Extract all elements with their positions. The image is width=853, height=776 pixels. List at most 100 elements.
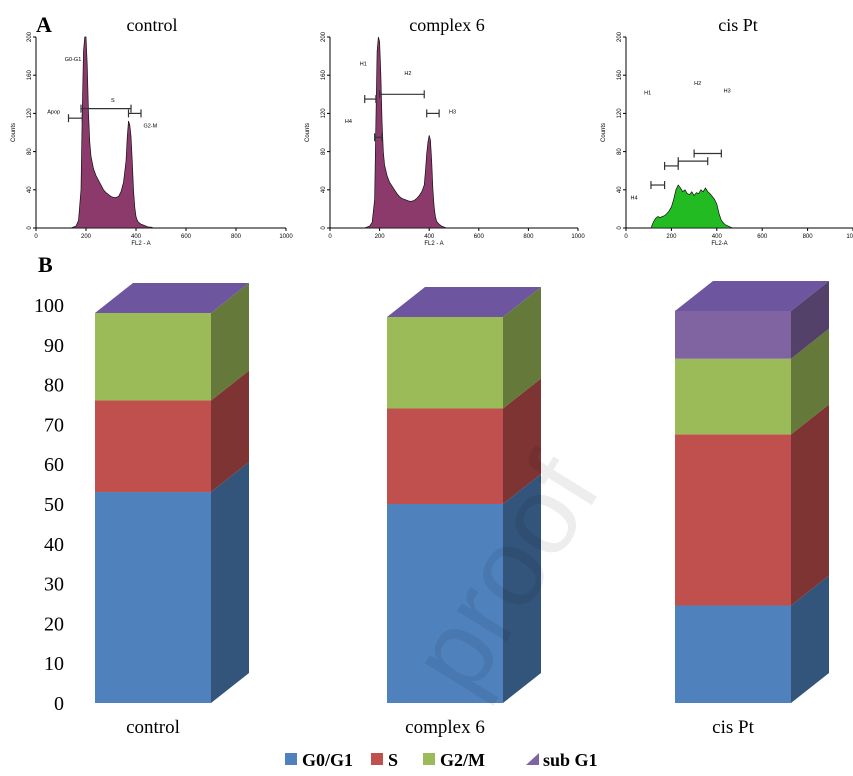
gate-label: S: [111, 98, 115, 104]
legend-label: G0/G1: [302, 750, 353, 770]
stacked-bar-3: cis Pt: [675, 280, 829, 738]
y-tick-label: 0: [321, 226, 327, 230]
y-tick-label: 160: [27, 70, 33, 81]
x-tick-label: 800: [803, 234, 814, 240]
legend: G0/G1 S G2/M sub G1: [285, 750, 598, 770]
y-tick-label: 80: [44, 375, 64, 397]
histogram-3: cis Pt 0 200 400 600 800 1000 0 40 80 120 160 200 FL2…: [601, 15, 853, 247]
x-tick-label: 1000: [571, 234, 585, 240]
x-tick-label: 1000: [846, 234, 853, 240]
x-tick-label: 600: [474, 234, 485, 240]
y-tick-label: 80: [27, 148, 33, 155]
stacked-bar-2: complex 6: [387, 286, 541, 738]
category-label: control: [126, 717, 180, 738]
y-tick-label: 120: [27, 108, 33, 119]
x-axis-label: FL2-A: [711, 241, 727, 247]
gate-label: G2-M: [144, 124, 158, 130]
gate-label: Apop: [47, 109, 60, 115]
x-tick-label: 1000: [279, 234, 293, 240]
histogram-title: cis Pt: [718, 15, 758, 35]
histogram-area: [364, 36, 447, 229]
x-tick-label: 400: [131, 234, 142, 240]
y-tick-label: 40: [617, 186, 623, 193]
x-tick-label: 200: [375, 234, 386, 240]
y-tick-label: 200: [27, 31, 33, 42]
x-tick-label: 0: [328, 234, 332, 240]
legend-swatch: [526, 753, 539, 765]
y-tick-label: 160: [617, 70, 623, 81]
y-tick-label: 200: [321, 31, 327, 42]
x-tick-label: 0: [624, 234, 628, 240]
gate-label: H1: [360, 62, 367, 68]
y-tick-label: 120: [321, 108, 327, 119]
y-axis-label: Counts: [305, 123, 311, 142]
bar-segment-side: [791, 575, 829, 703]
y-tick-label: 30: [44, 574, 64, 596]
histogram-title: complex 6: [409, 15, 484, 35]
gate-label: H3: [449, 109, 456, 115]
histogram-area: [650, 184, 733, 229]
y-tick-label: 90: [44, 335, 64, 357]
x-tick-label: 0: [34, 234, 38, 240]
y-tick-label: 80: [617, 148, 623, 155]
legend-swatch: [285, 753, 297, 765]
gate-label: H4: [345, 119, 352, 125]
y-tick-label: 80: [321, 148, 327, 155]
bar-segment-g0-g1: [95, 492, 211, 703]
bar-segment-side: [211, 370, 249, 493]
y-tick-label: 50: [44, 494, 64, 516]
bar-segment-s: [675, 434, 791, 606]
bar-segment-s: [387, 408, 503, 504]
bar-top-face: [675, 280, 829, 311]
histogram-area: [70, 36, 154, 229]
y-tick-label: 70: [44, 414, 64, 436]
bar-top-face: [387, 286, 541, 317]
bar-segment-side: [791, 328, 829, 435]
bar-segment-g0-g1: [387, 504, 503, 703]
y-tick-label: 0: [617, 226, 623, 230]
x-tick-label: 200: [666, 234, 677, 240]
bar-segment-g2-m: [95, 312, 211, 401]
legend-swatch: [371, 753, 383, 765]
x-axis-label: FL2 - A: [424, 241, 443, 247]
y-tick-label: 200: [617, 31, 623, 42]
bar-segment-side: [503, 286, 541, 409]
legend-label: G2/M: [440, 750, 485, 770]
x-tick-label: 600: [181, 234, 192, 240]
bar-segment-g2-m: [387, 316, 503, 409]
bar-segment-g2-m: [675, 358, 791, 435]
panel-b-bar-chart: B 0 10 20 30 40 50 60 70 80 90 100 control complex 6 c…: [34, 252, 829, 738]
panel-label-b: B: [38, 252, 53, 277]
y-tick-label: 40: [321, 186, 327, 193]
bar-segment-sub-g1: [675, 310, 791, 359]
y-tick-label: 40: [27, 186, 33, 193]
bar-segment-side: [211, 282, 249, 401]
histogram-title: control: [127, 15, 178, 35]
gate-label: H2: [404, 71, 411, 77]
x-tick-label: 200: [81, 234, 92, 240]
y-axis-label: Counts: [11, 123, 17, 142]
x-tick-label: 800: [523, 234, 534, 240]
category-label: cis Pt: [712, 717, 754, 738]
x-axis-label: FL2 - A: [131, 241, 150, 247]
bar-segment-side: [791, 280, 829, 359]
gate-label: H1: [644, 90, 651, 96]
bar-top-face: [95, 282, 249, 313]
bar-segment-side: [211, 462, 249, 703]
y-axis-label: Counts: [601, 123, 607, 142]
stacked-bar-1: control: [95, 282, 249, 738]
legend-label: sub G1: [543, 750, 598, 770]
x-tick-label: 400: [424, 234, 435, 240]
gate-label: G0-G1: [65, 57, 82, 63]
bar-segment-side: [791, 404, 829, 606]
legend-swatch: [423, 753, 435, 765]
y-tick-label: 60: [44, 454, 64, 476]
y-tick-label: 0: [54, 693, 64, 715]
gate-label: H2: [694, 81, 701, 87]
histogram-2: complex 6 0 200 400 600 800 1000 0 40 80 120 160 200…: [305, 15, 585, 247]
category-label: complex 6: [405, 717, 485, 738]
y-tick-label: 100: [34, 295, 64, 317]
